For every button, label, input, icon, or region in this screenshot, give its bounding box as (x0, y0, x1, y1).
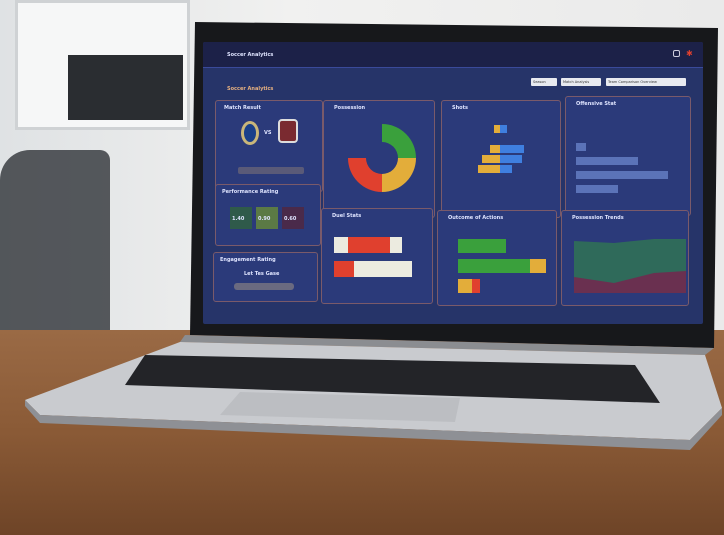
stat-bar (576, 185, 618, 193)
settings-icon[interactable] (673, 50, 680, 57)
outcome-bar (472, 279, 480, 293)
offensive-stat-panel: Offensive Stat (565, 96, 691, 216)
outcome-bar (458, 279, 472, 293)
summary-pill (234, 283, 294, 290)
duel-bar-fill (348, 237, 390, 253)
outcome-bar (530, 259, 546, 273)
summary-headline: Let Tes Gase (244, 271, 280, 277)
outcome-panel: Outcome of Actions (437, 210, 557, 306)
panel-title: Offensive Stat (576, 101, 617, 107)
stat-bar (576, 143, 586, 151)
duel-stats-panel: Duel Stats (321, 208, 433, 304)
rating-tile: 1.40 (230, 207, 252, 229)
laptop-hinge (180, 335, 714, 355)
shots-bar (500, 165, 512, 173)
top-bar: Soccer Analytics ✱ (203, 42, 703, 68)
outcome-bar (458, 259, 530, 273)
donut-yellow (382, 158, 416, 192)
app-title: Soccer Analytics (227, 52, 274, 58)
team-crest-away (278, 119, 298, 143)
season-filter[interactable]: Season (531, 78, 557, 86)
laptop-screen: Soccer Analytics ✱ Soccer Analytics Seas… (203, 42, 703, 324)
area-red (574, 271, 686, 293)
shots-bar (490, 145, 500, 153)
possession-donut-chart (348, 124, 416, 192)
team-filter[interactable]: Team Comparison Overview (606, 78, 686, 86)
shots-bar (494, 125, 500, 133)
laptop-edge (25, 400, 722, 450)
panel-title: Possession (334, 105, 366, 111)
possession-trends-panel: Possession Trends (561, 210, 689, 306)
outcome-bar (458, 239, 506, 253)
vs-label: VS (264, 130, 272, 136)
match-result-panel: Match Result VS (215, 100, 323, 192)
stat-bar (576, 171, 668, 179)
background-monitor (68, 55, 183, 120)
shots-bar (500, 155, 522, 163)
performance-rating-panel: Performance Rating 1.40 0.90 0.60 (215, 184, 321, 246)
panel-title: Engagement Rating (220, 257, 276, 263)
possession-panel: Possession (323, 100, 435, 218)
engagement-panel: Engagement Rating Let Tes Gase (213, 252, 318, 302)
panel-title: Possession Trends (572, 215, 624, 221)
shots-bar (482, 155, 500, 163)
trend-area-chart (574, 239, 686, 293)
donut-green (382, 124, 416, 158)
team-crest-home (241, 121, 259, 145)
shots-panel: Shots (441, 100, 561, 218)
shots-bar (500, 125, 507, 133)
panel-title: Match Result (224, 105, 261, 111)
keyboard (125, 355, 660, 403)
match-filter[interactable]: Match Analysis (561, 78, 601, 86)
page-title: Soccer Analytics (227, 86, 274, 92)
panel-title: Performance Rating (222, 189, 279, 195)
alert-icon[interactable]: ✱ (686, 49, 693, 58)
stat-bar (576, 157, 638, 165)
shots-bar (500, 145, 524, 153)
duel-bar-fill (334, 261, 354, 277)
panel-title: Shots (452, 105, 468, 111)
office-chair (0, 150, 110, 340)
match-info-pill (238, 167, 304, 174)
trackpad (220, 392, 460, 422)
panel-title: Duel Stats (332, 213, 362, 219)
rating-tile: 0.90 (256, 207, 278, 229)
rating-tile: 0.60 (282, 207, 304, 229)
panel-title: Outcome of Actions (448, 215, 504, 221)
shots-bar (478, 165, 500, 173)
donut-red (348, 158, 382, 192)
